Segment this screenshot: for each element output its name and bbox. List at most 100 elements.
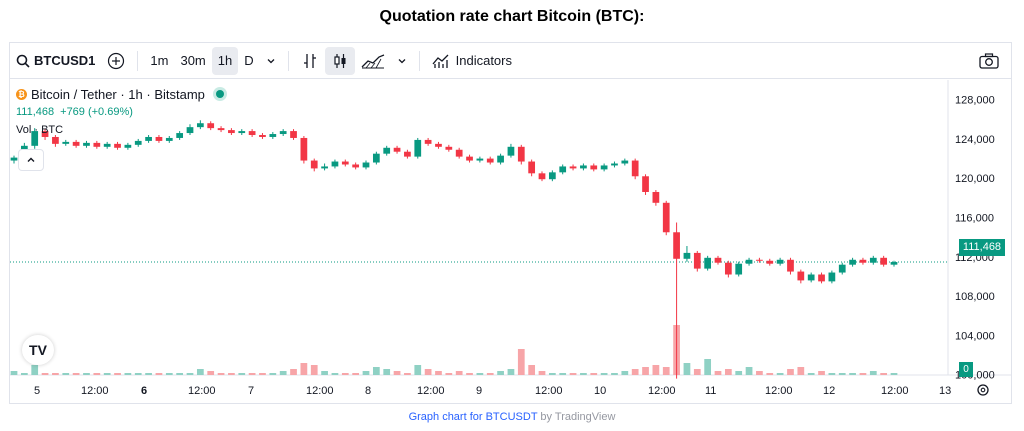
bars-icon bbox=[303, 53, 316, 68]
last-price-tag: 111,468 bbox=[959, 239, 1005, 256]
x-tick-label: 8 bbox=[365, 385, 371, 397]
volume-bar bbox=[528, 365, 536, 375]
indicators-button[interactable]: Indicators bbox=[426, 47, 518, 75]
interval-1m[interactable]: 1m bbox=[150, 53, 169, 68]
indicators-label: Indicators bbox=[455, 53, 512, 68]
x-tick-label: 12:00 bbox=[306, 385, 334, 397]
volume-bar bbox=[849, 373, 856, 375]
x-tick-label: 12:00 bbox=[535, 385, 563, 397]
volume-bar bbox=[424, 369, 432, 375]
candle-body bbox=[248, 131, 256, 136]
candles-style-button[interactable] bbox=[324, 46, 355, 75]
volume-bar bbox=[787, 369, 794, 375]
volume-bar bbox=[559, 373, 567, 375]
volume-bar bbox=[621, 371, 629, 375]
candle-body bbox=[72, 141, 80, 146]
candle-body bbox=[880, 257, 888, 265]
interval-d[interactable]: D bbox=[244, 53, 254, 68]
volume-bar bbox=[662, 367, 670, 375]
candle-body bbox=[683, 252, 691, 259]
volume-bar bbox=[290, 369, 297, 375]
candle-body bbox=[776, 259, 784, 264]
candle-body bbox=[580, 165, 587, 169]
candle-body bbox=[300, 137, 308, 161]
candle-body bbox=[890, 262, 898, 265]
candle-body bbox=[569, 166, 577, 169]
volume-bar bbox=[497, 371, 504, 375]
volume-bar bbox=[724, 369, 732, 375]
y-tick-label: 124,000 bbox=[955, 134, 995, 146]
volume-bar bbox=[766, 373, 774, 375]
volume-bar bbox=[259, 373, 266, 375]
volume-bar bbox=[362, 371, 370, 375]
x-tick-label: 12:00 bbox=[648, 385, 676, 397]
volume-bar bbox=[642, 367, 649, 375]
interval-30m[interactable]: 30m bbox=[180, 53, 206, 68]
candle-body bbox=[196, 123, 204, 128]
candle-body bbox=[818, 274, 825, 282]
candle-body bbox=[331, 161, 339, 167]
candle-body bbox=[735, 263, 743, 275]
candle-body bbox=[445, 146, 453, 150]
volume-bar bbox=[517, 349, 525, 375]
candle-body bbox=[259, 135, 266, 137]
x-tick-label: 12:00 bbox=[188, 385, 216, 397]
volume-bar bbox=[103, 373, 111, 375]
candle-body bbox=[507, 146, 515, 156]
volume-bar bbox=[569, 373, 577, 375]
volume-bar bbox=[828, 373, 836, 375]
volume-bar bbox=[165, 373, 173, 375]
symbol-search-button[interactable]: BTCUSD1 bbox=[10, 47, 101, 75]
candle-body bbox=[83, 142, 90, 146]
chart-link[interactable]: Graph chart for BTCUSDT bbox=[408, 411, 538, 423]
y-tick-label: 128,000 bbox=[955, 95, 995, 107]
volume-bar bbox=[776, 373, 784, 375]
volume-bar bbox=[580, 373, 587, 375]
volume-bar bbox=[880, 373, 888, 375]
candle-body bbox=[114, 143, 121, 148]
x-tick-label: 12:00 bbox=[765, 385, 793, 397]
candle-body bbox=[31, 131, 39, 146]
screenshot-button[interactable] bbox=[973, 47, 1005, 75]
chart-widget: BTCUSD1 1m 30m 1h D Indicators bbox=[9, 42, 1012, 404]
volume-bar bbox=[693, 369, 701, 375]
candle-body bbox=[704, 257, 712, 269]
candle-body bbox=[228, 130, 235, 134]
candle-body bbox=[341, 161, 349, 165]
toolbar-divider bbox=[287, 50, 289, 71]
x-tick-label: 12:00 bbox=[81, 385, 109, 397]
volume-bar bbox=[797, 367, 805, 375]
candle-body bbox=[631, 160, 639, 177]
volume-bar bbox=[352, 373, 360, 375]
volume-bar bbox=[62, 373, 70, 375]
volume-bar bbox=[134, 373, 142, 375]
candle-body bbox=[404, 151, 411, 157]
candle-body bbox=[455, 149, 463, 157]
candle-body bbox=[497, 155, 504, 163]
volume-bar bbox=[248, 373, 256, 375]
volume-bar bbox=[20, 373, 28, 375]
interval-1h[interactable]: 1h bbox=[211, 46, 239, 75]
candle-body bbox=[310, 160, 318, 169]
volume-bar bbox=[590, 373, 598, 375]
chart-toolbar: BTCUSD1 1m 30m 1h D Indicators bbox=[10, 43, 1011, 79]
area-style-button[interactable] bbox=[355, 47, 391, 75]
toolbar-divider bbox=[137, 50, 139, 71]
bars-style-button[interactable] bbox=[295, 47, 325, 75]
collapse-legend-button[interactable] bbox=[18, 149, 44, 171]
price-chart[interactable]: 128,000124,000120,000116,000112,000108,0… bbox=[10, 80, 1011, 404]
candle-body bbox=[362, 162, 370, 168]
footer: Graph chart for BTCUSDT by TradingView bbox=[0, 411, 1024, 423]
volume-bar bbox=[331, 373, 339, 375]
candle-body bbox=[476, 158, 484, 161]
interval-dropdown[interactable] bbox=[260, 47, 282, 75]
volume-bar bbox=[869, 371, 877, 375]
chart-type-dropdown[interactable] bbox=[391, 47, 413, 75]
volume-bar bbox=[279, 371, 287, 375]
candle-body bbox=[756, 259, 763, 261]
candle-body bbox=[486, 158, 494, 163]
volume-bar bbox=[445, 373, 453, 375]
compare-button[interactable] bbox=[101, 47, 131, 75]
tradingview-logo[interactable]: TV bbox=[22, 335, 54, 365]
candle-body bbox=[673, 232, 680, 259]
